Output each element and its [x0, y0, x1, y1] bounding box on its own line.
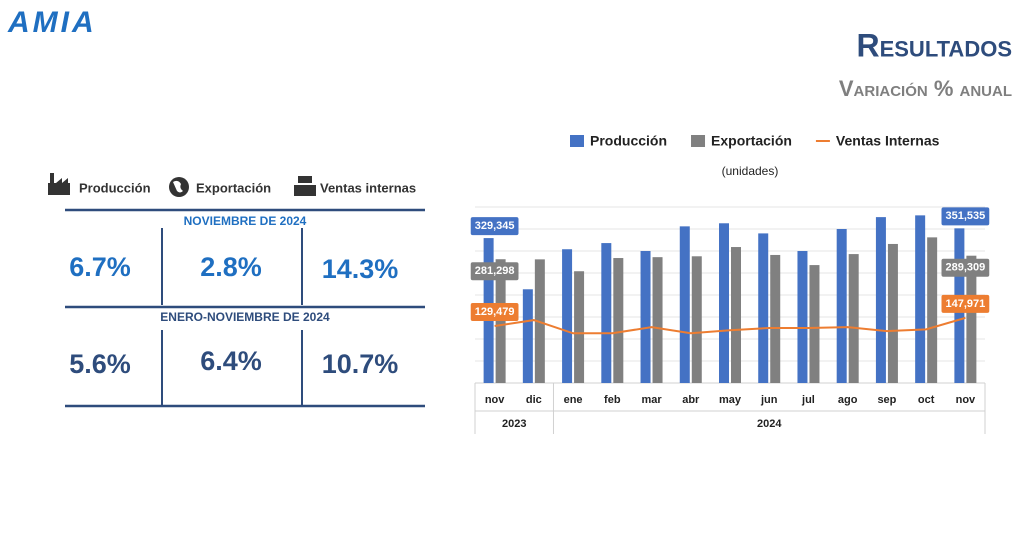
register-icon [294, 176, 316, 196]
data-label: 129,479 [475, 306, 515, 318]
x-tick-label: mar [641, 394, 662, 406]
bar [887, 243, 898, 383]
cell-value: 6.7% [69, 252, 131, 282]
bar [731, 247, 741, 383]
bar [809, 265, 820, 383]
x-tick-label: may [719, 394, 742, 406]
table-header: Exportación [196, 180, 271, 195]
bar [679, 226, 690, 383]
data-label: 351,535 [946, 210, 986, 222]
group-label: 2023 [502, 418, 526, 430]
group-label: 2024 [757, 418, 782, 430]
x-tick-label: dic [526, 394, 542, 406]
bar [562, 249, 573, 383]
chart-subtitle: (unidades) [722, 164, 779, 178]
data-label-box [470, 262, 519, 281]
data-label: 289,309 [946, 262, 986, 274]
factory-icon [48, 173, 70, 195]
x-tick-label: ene [564, 394, 583, 406]
data-label-box [470, 303, 519, 322]
bar [836, 229, 847, 383]
legend-swatch [691, 135, 706, 147]
data-label: 281,298 [475, 265, 515, 277]
x-tick-label: sep [877, 394, 896, 406]
bar [640, 251, 651, 383]
line [494, 316, 966, 335]
data-label-box [941, 258, 990, 277]
bar [652, 257, 663, 383]
title: Resultados [856, 27, 1012, 63]
cell-value: 2.8% [200, 252, 262, 282]
cell-value: 5.6% [69, 349, 131, 379]
subtitle: Variación % anual [839, 76, 1012, 101]
x-tick-label: abr [682, 394, 700, 406]
bar [927, 237, 938, 383]
x-tick-label: ago [838, 394, 858, 406]
bar [758, 233, 769, 383]
table-header: Ventas internas [320, 180, 416, 195]
bar [613, 258, 624, 383]
bar [915, 215, 926, 383]
bar [495, 259, 506, 383]
legend-swatch [570, 135, 584, 147]
data-label-box [941, 207, 990, 226]
x-tick-label: nov [956, 394, 976, 406]
bar [797, 251, 808, 383]
bar [574, 271, 585, 383]
bar [522, 289, 533, 383]
x-tick-label: feb [604, 394, 621, 406]
logo: AMIA [7, 6, 97, 39]
bar [719, 223, 729, 383]
legend-label: Producción [590, 133, 667, 149]
x-tick-label: nov [485, 394, 505, 406]
x-tick-label: oct [918, 394, 935, 406]
table-header: Producción [79, 180, 151, 195]
cell-value: 6.4% [200, 346, 262, 376]
data-label: 329,345 [475, 220, 515, 232]
bar [966, 255, 977, 383]
bar [770, 254, 781, 383]
section-title: NOVIEMBRE DE 2024 [184, 214, 307, 228]
data-label: 147,971 [946, 298, 986, 310]
x-tick-label: jul [801, 394, 815, 406]
globe-icon [169, 177, 189, 197]
section-title: ENERO-NOVIEMBRE DE 2024 [160, 310, 330, 324]
table-lines [65, 208, 425, 408]
bar [691, 256, 702, 383]
cell-value: 10.7% [322, 349, 399, 379]
data-label-box [941, 294, 990, 313]
legend-label: Exportación [711, 133, 792, 149]
data-label-box [470, 217, 519, 236]
bar [848, 254, 859, 383]
x-tick-label: jun [760, 394, 778, 406]
bar [601, 243, 612, 383]
legend-label: Ventas Internas [836, 133, 940, 149]
cell-value: 14.3% [322, 254, 399, 284]
bar [875, 217, 886, 383]
